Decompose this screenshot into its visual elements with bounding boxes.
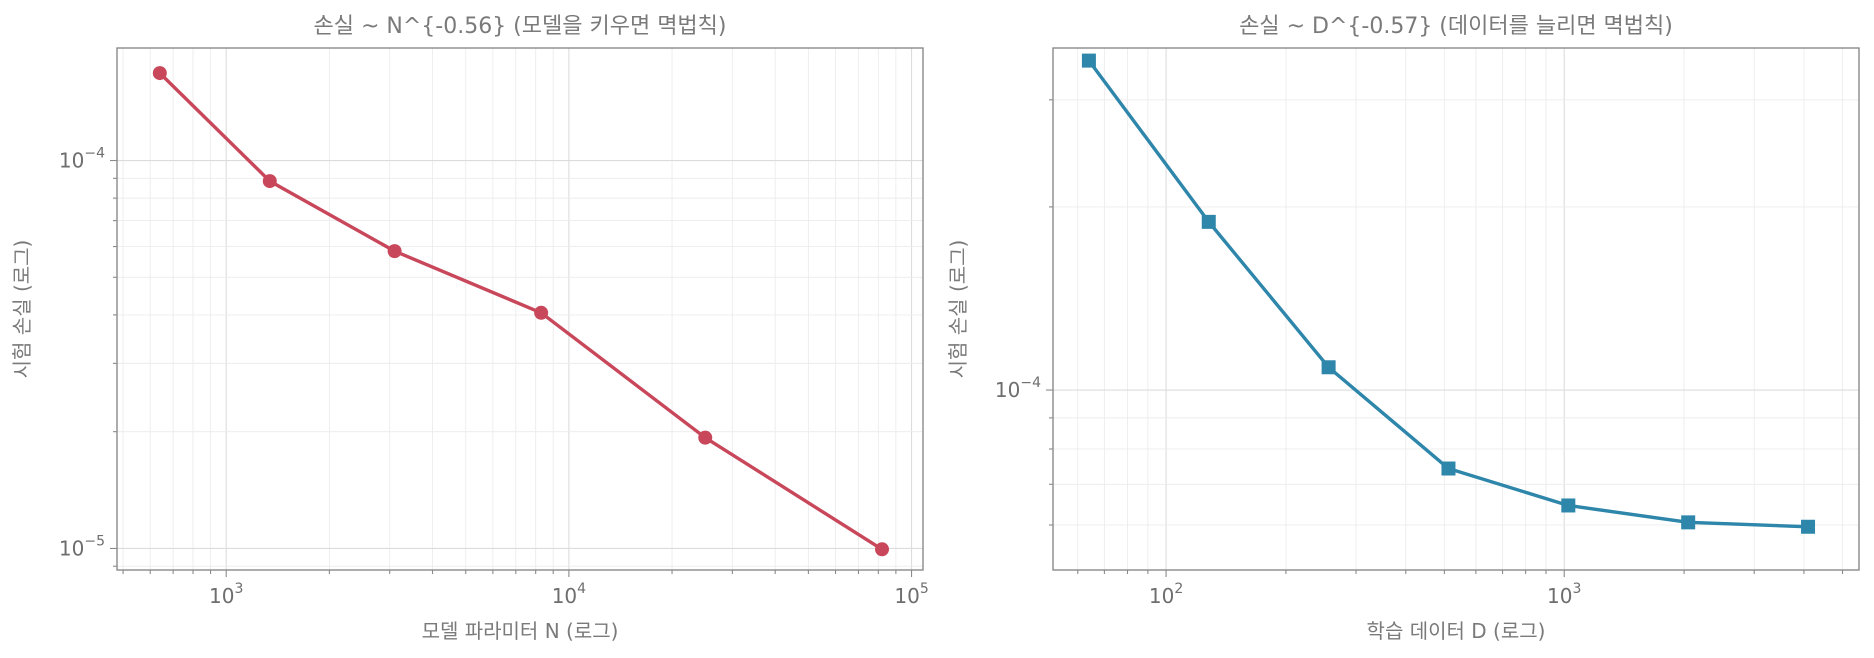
data-point [262, 174, 277, 189]
y-axis-label: 시험 손실 (로그) [946, 240, 970, 379]
x-tick-label: 103 [209, 581, 243, 608]
data-point [1201, 214, 1216, 229]
chart-left-model-size: 103 104 105 10−5 10−4 손실 ~ N^{-0.56} (모델을 키우면… [10, 14, 929, 643]
data-point [1081, 53, 1096, 68]
data-point [1321, 360, 1336, 375]
chart-title: 손실 ~ D^{-0.57} (데이터를 늘리면 멱법칙) [1239, 14, 1673, 39]
data-point [1561, 498, 1576, 513]
x-tick-label: 104 [552, 581, 586, 608]
y-axis-label: 시험 손실 (로그) [10, 240, 34, 379]
y-tick-label: 10−4 [59, 146, 105, 173]
series-line [1087, 59, 1809, 529]
x-axis-label: 모델 파라미터 N (로그) [422, 619, 619, 643]
data-point [1801, 519, 1816, 534]
x-axis-label: 학습 데이터 D (로그) [1367, 619, 1546, 643]
data-point [152, 66, 167, 81]
chart-title: 손실 ~ N^{-0.56} (모델을 키우면 멱법칙) [313, 14, 726, 39]
data-point [534, 305, 549, 320]
x-tick-label: 105 [894, 581, 928, 608]
data-point [387, 244, 402, 259]
series-line [158, 71, 883, 551]
data-point [1441, 461, 1456, 476]
y-tick-label: 10−5 [59, 533, 105, 560]
x-tick-label: 102 [1149, 581, 1183, 608]
chart-right-data-size: 102 103 10−4 손실 ~ D^{-0.57} (데이터를 늘리면 멱법칙) 학… [946, 14, 1860, 643]
grid [1046, 48, 1859, 577]
data-point [875, 542, 890, 557]
x-tick-label: 103 [1547, 581, 1581, 608]
data-point [698, 430, 713, 445]
plot-frame [116, 47, 924, 571]
plot-frame [1052, 47, 1860, 571]
data-point [1681, 515, 1696, 530]
y-tick-label: 10−4 [995, 375, 1041, 402]
